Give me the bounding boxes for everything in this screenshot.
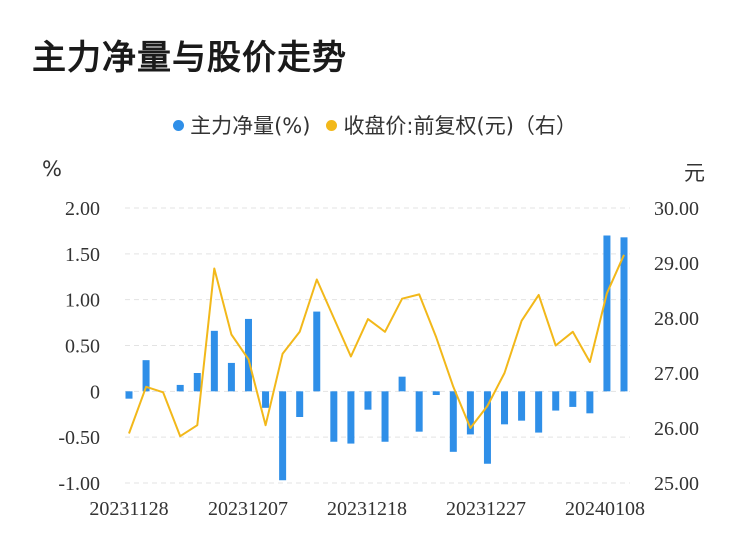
right-tick-label: 28.00 xyxy=(654,308,699,330)
bar xyxy=(483,391,491,464)
bar xyxy=(466,391,474,435)
right-tick-label: 30.00 xyxy=(654,198,699,220)
right-tick-label: 25.00 xyxy=(654,473,699,495)
bar xyxy=(381,391,389,442)
bar xyxy=(552,391,560,411)
bar xyxy=(518,391,526,421)
legend-bar-marker-icon xyxy=(173,119,185,131)
bar xyxy=(415,391,423,432)
bar xyxy=(449,391,457,452)
bar xyxy=(193,373,201,392)
bar xyxy=(432,391,440,395)
x-tick-label: 20240108 xyxy=(565,498,645,520)
x-tick-label: 20231128 xyxy=(89,498,168,520)
left-tick-label: 0 xyxy=(90,381,100,403)
left-tick-label: 2.00 xyxy=(65,198,100,220)
legend-line-marker-icon xyxy=(326,119,338,131)
bar xyxy=(330,391,338,442)
chart-title: 主力净量与股价走势 xyxy=(32,38,347,78)
x-tick-label: 20231218 xyxy=(327,498,407,520)
right-tick-label: 29.00 xyxy=(654,253,699,275)
left-tick-label: -1.00 xyxy=(58,473,100,495)
bar xyxy=(262,391,270,408)
right-axis-unit: 元 xyxy=(684,161,705,185)
bar xyxy=(586,391,594,414)
bar xyxy=(176,384,184,392)
left-tick-label: 0.50 xyxy=(65,336,100,358)
left-axis-unit: % xyxy=(42,157,62,181)
bar xyxy=(125,391,133,399)
right-tick-label: 27.00 xyxy=(654,363,699,385)
legend-item-close-price[interactable]: 收盘价:前复权(元)（右） xyxy=(326,110,577,140)
bar xyxy=(620,237,628,392)
bar xyxy=(279,391,287,481)
bar xyxy=(227,362,235,392)
bar xyxy=(364,391,372,410)
right-tick-label: 26.00 xyxy=(654,418,699,440)
legend: 主力净量(%) 收盘价:前复权(元)（右） xyxy=(0,110,750,140)
bar xyxy=(398,376,406,392)
bar xyxy=(313,311,321,392)
bar xyxy=(347,391,355,444)
bar xyxy=(244,318,252,392)
legend-label-net-volume: 主力净量(%) xyxy=(190,114,311,138)
bar xyxy=(501,391,509,425)
close-price-line xyxy=(128,254,625,438)
bar xyxy=(603,235,611,392)
x-tick-label: 20231227 xyxy=(446,498,526,520)
bar xyxy=(569,391,577,407)
legend-label-close-price: 收盘价:前复权(元)（右） xyxy=(343,114,577,138)
legend-item-net-volume[interactable]: 主力净量(%) xyxy=(173,110,310,140)
bar xyxy=(210,330,218,392)
bar xyxy=(535,391,543,433)
left-tick-label: 1.50 xyxy=(65,244,100,266)
left-tick-label: 1.00 xyxy=(65,290,100,312)
x-tick-label: 20231207 xyxy=(208,498,288,520)
bar xyxy=(142,360,150,392)
left-tick-label: -0.50 xyxy=(58,427,100,449)
bar xyxy=(296,391,304,417)
